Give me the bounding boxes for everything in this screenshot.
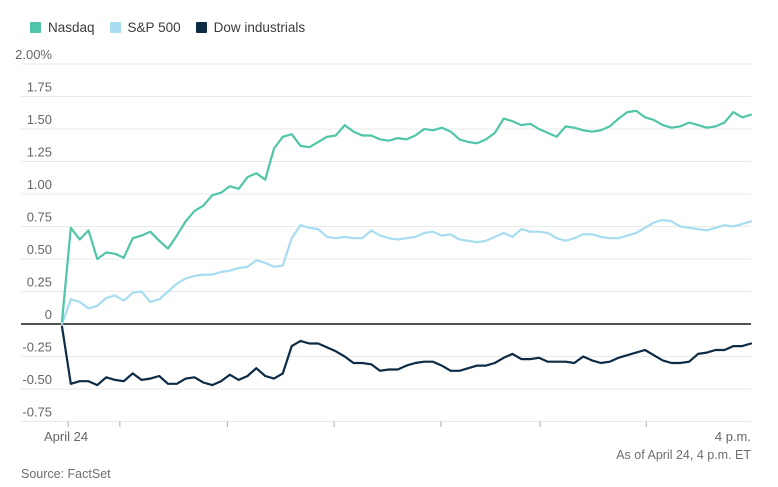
y-axis-label: -0.25	[22, 340, 52, 355]
sp500-color-swatch	[109, 22, 121, 33]
nasdaq-color-swatch	[30, 22, 41, 33]
series-line-dow-industrials	[60, 325, 753, 387]
y-axis-label: 0.75	[27, 210, 52, 225]
series-line-s-p-500	[60, 218, 753, 326]
legend-label-nasdaq: Nasdaq	[48, 20, 95, 35]
y-axis-label: -0.50	[22, 372, 52, 387]
y-axis-label: 0.25	[27, 275, 52, 290]
legend-item-nasdaq: Nasdaq	[30, 20, 95, 35]
as-of-note: As of April 24, 4 p.m. ET	[616, 448, 751, 462]
legend-label-sp500: S&P 500	[127, 20, 181, 35]
y-axis-label: 1.00	[27, 177, 52, 192]
legend: Nasdaq S&P 500 Dow industrials	[30, 20, 305, 35]
x-axis-label-end: 4 p.m.	[714, 429, 751, 444]
y-axis-label: 0	[45, 307, 52, 322]
legend-label-dow: Dow industrials	[213, 20, 306, 35]
y-axis-label: 1.25	[27, 145, 52, 160]
x-axis-label-start: April 24	[44, 429, 89, 444]
legend-item-dow: Dow industrials	[195, 20, 306, 35]
series-line-nasdaq	[60, 109, 753, 323]
y-axis-label: 0.50	[27, 242, 52, 257]
y-axis-label: 1.75	[27, 80, 52, 95]
dow-color-swatch	[195, 22, 207, 33]
source-note: Source: FactSet	[21, 467, 111, 481]
legend-item-sp500: S&P 500	[109, 20, 181, 35]
y-axis-label: 2.00%	[15, 47, 52, 62]
y-axis-label: -0.75	[22, 405, 52, 420]
y-axis-label: 1.50	[27, 112, 52, 127]
